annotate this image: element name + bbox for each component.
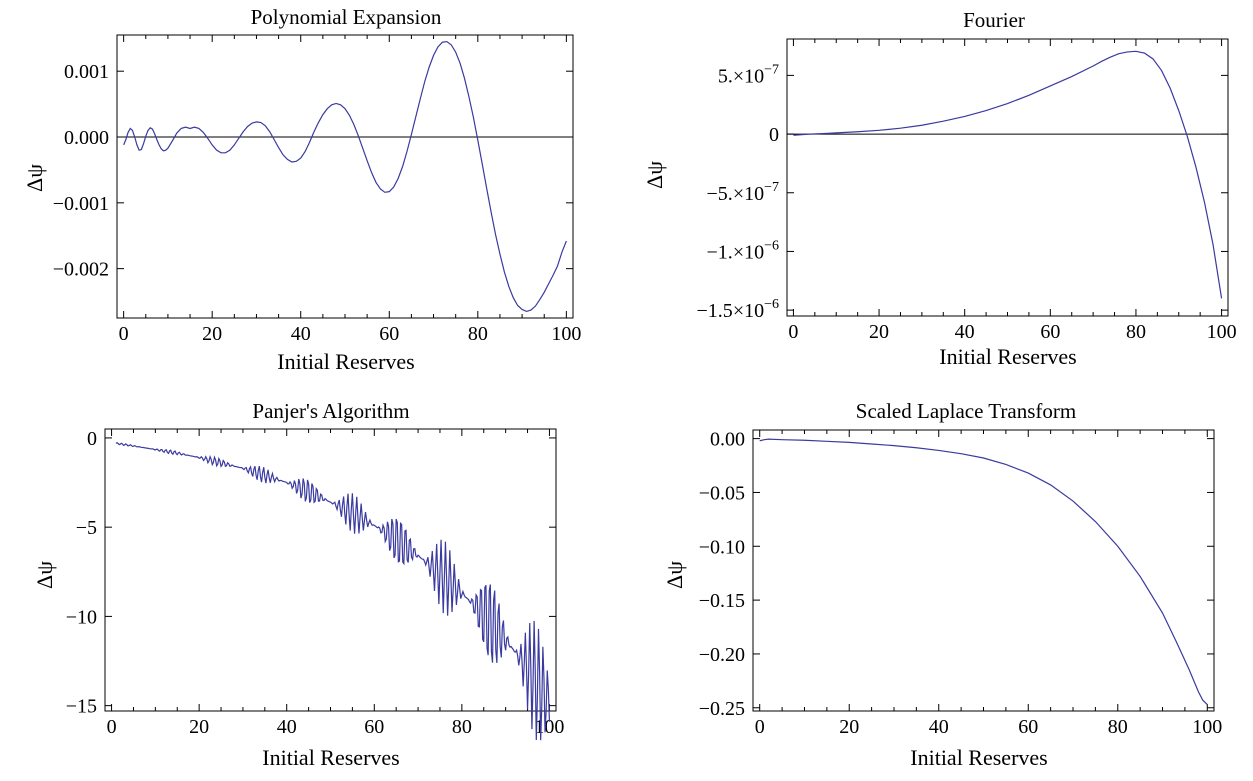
x-tick-label: 40	[291, 323, 311, 345]
series-line	[115, 441, 551, 741]
x-tick-label: 80	[1126, 321, 1146, 343]
chart-title: Scaled Laplace Transform	[856, 399, 1076, 423]
y-tick-label: −1.×10−6	[707, 238, 779, 263]
y-tick-label: −0.15	[699, 590, 745, 612]
plot-area	[116, 34, 574, 319]
panel-panjers-algorithm: Panjer's Algorithm Initial Reserves Δψ 0…	[32, 399, 564, 770]
y-tick-mantissa: −1.5	[697, 300, 733, 322]
y-tick-label: 0	[87, 428, 97, 450]
y-axis-label: Δψ	[662, 561, 687, 589]
x-ticks: 0 20 40 60 80 100	[119, 35, 581, 345]
y-tick-exponent: −7	[764, 62, 779, 77]
panel-scaled-laplace-transform: Scaled Laplace Transform Initial Reserve…	[662, 399, 1222, 770]
y-tick-label: −0.002	[53, 259, 109, 281]
y-tick-exponent: −6	[764, 238, 779, 253]
x-tick-label: 60	[379, 323, 399, 345]
x-tick-label: 60	[1040, 321, 1060, 343]
y-axis-label: Δψ	[32, 561, 57, 589]
y-tick-label: −0.25	[699, 698, 745, 720]
y-tick-exponent: −7	[764, 180, 779, 195]
chart-title: Panjer's Algorithm	[252, 399, 409, 423]
x-tick-label: 20	[839, 716, 859, 738]
x-tick-label: 40	[277, 716, 297, 738]
x-tick-label: 0	[119, 323, 129, 345]
y-tick-label: −0.20	[699, 644, 745, 666]
y-tick-label: −1.5×10−6	[697, 297, 779, 322]
x-tick-label: 0	[107, 716, 117, 738]
y-tick-mantissa: 5.	[718, 65, 733, 87]
plot-area	[786, 38, 1229, 317]
y-tick-exponent: −6	[764, 297, 779, 312]
plot-frame	[786, 38, 1229, 317]
x-tick-label: 60	[364, 716, 384, 738]
plot-frame	[116, 34, 574, 319]
y-ticks: −15 −10 −5 0	[66, 428, 556, 718]
y-tick-base: ×10	[733, 241, 764, 263]
y-tick-label: −15	[66, 696, 97, 718]
x-tick-label: 100	[534, 716, 564, 738]
y-tick-label: −10	[66, 606, 97, 628]
x-tick-label: 100	[1207, 321, 1237, 343]
y-tick-label: 0.00	[710, 429, 745, 451]
chart-title: Polynomial Expansion	[251, 5, 442, 29]
x-tick-label: 0	[755, 716, 765, 738]
panel-fourier: Fourier Initial Reserves Δψ 0 20 40 60 80 100…	[642, 8, 1237, 369]
y-tick-base: ×10	[733, 183, 764, 205]
series-line	[123, 40, 567, 313]
plot-area	[104, 428, 557, 741]
x-tick-label: 80	[468, 323, 488, 345]
y-tick-label: −5.×10−7	[707, 180, 779, 205]
x-tick-label: 0	[788, 321, 798, 343]
y-tick-label: 5.×10−7	[718, 62, 779, 87]
x-axis-label: Initial Reserves	[262, 745, 399, 770]
y-tick-mantissa: −5.	[707, 183, 733, 205]
plot-frame	[104, 428, 557, 712]
y-tick-base: ×10	[733, 65, 764, 87]
x-tick-label: 100	[551, 323, 581, 345]
y-axis-label: Δψ	[642, 161, 667, 189]
x-tick-label: 60	[1018, 716, 1038, 738]
y-tick-mantissa: −1.	[707, 241, 733, 263]
series-line	[759, 438, 1208, 705]
y-tick-label: −0.001	[53, 193, 109, 215]
series-line	[793, 50, 1223, 299]
x-tick-label: 80	[1108, 716, 1128, 738]
x-tick-label: 100	[1192, 716, 1222, 738]
panel-polynomial-expansion: Polynomial Expansion Initial Reserves Δψ…	[22, 5, 581, 374]
y-tick-label: −0.05	[699, 482, 745, 504]
x-ticks: 0 20 40 60 80 100	[107, 429, 564, 738]
x-tick-label: 40	[929, 716, 949, 738]
x-tick-label: 40	[955, 321, 975, 343]
y-tick-label: 0.000	[64, 127, 109, 149]
chart-title: Fourier	[963, 8, 1025, 32]
x-tick-label: 20	[869, 321, 889, 343]
y-ticks: −0.002 −0.001 0.000 0.001	[53, 61, 573, 281]
x-tick-label: 20	[189, 716, 209, 738]
x-axis-label: Initial Reserves	[939, 344, 1076, 369]
y-tick-label: 0	[769, 124, 779, 146]
x-ticks: 0 20 40 60 80 100	[788, 39, 1237, 343]
y-ticks: −0.25 −0.20 −0.15 −0.10 −0.05 0.00	[699, 429, 1214, 720]
y-ticks: −1.5×10−6−1.×10−6−5.×10−705.×10−7	[697, 62, 1228, 322]
x-ticks: 0 20 40 60 80 100	[755, 430, 1222, 738]
x-tick-label: 20	[202, 323, 222, 345]
plot-frame	[752, 429, 1215, 712]
y-tick-label: 0.001	[64, 61, 109, 83]
y-tick-label: −0.10	[699, 536, 745, 558]
y-tick-base: ×10	[733, 300, 764, 322]
x-tick-label: 80	[452, 716, 472, 738]
x-axis-label: Initial Reserves	[910, 745, 1047, 770]
plot-area	[752, 429, 1215, 712]
y-axis-label: Δψ	[22, 164, 47, 192]
x-axis-label: Initial Reserves	[277, 349, 414, 374]
y-tick-label: −5	[76, 517, 97, 539]
